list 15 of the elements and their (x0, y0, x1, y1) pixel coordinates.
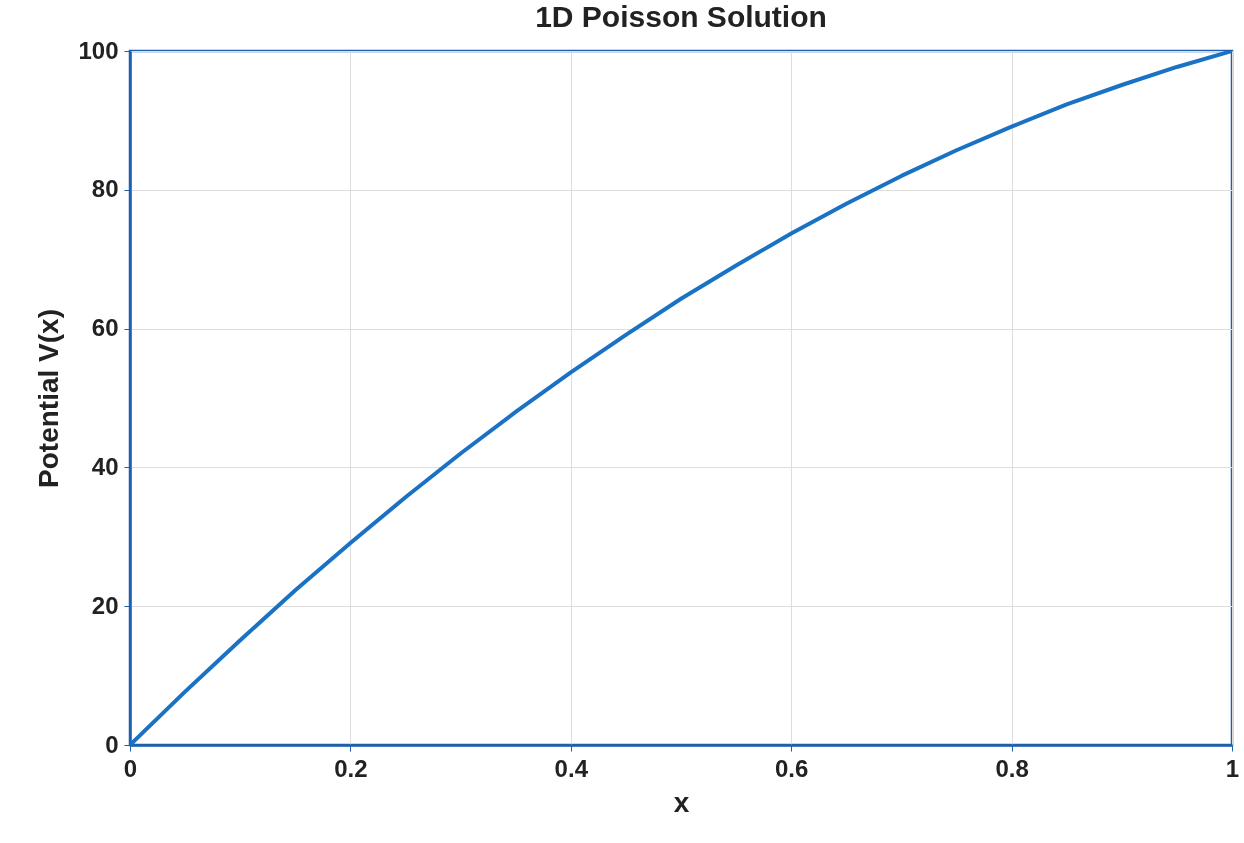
y-tick-label: 60 (91, 314, 119, 342)
x-tick-label: 0.8 (995, 754, 1029, 782)
y-tick-label: 40 (91, 452, 119, 480)
x-tick-label: 0.4 (554, 754, 589, 782)
y-tick-label: 100 (78, 36, 119, 64)
y-tick-label: 80 (91, 175, 119, 203)
x-axis-title: x (673, 786, 690, 818)
x-tick-label: 0.2 (334, 754, 368, 782)
y-axis-title: Potential V(x) (33, 309, 65, 488)
y-tick-label: 0 (105, 730, 119, 758)
x-tick-label: 1 (1225, 754, 1240, 782)
chart-title: 1D Poisson Solution (535, 0, 827, 33)
x-tick-label: 0.6 (775, 754, 809, 782)
x-tick-label: 0 (123, 754, 138, 782)
y-tick-label: 20 (91, 591, 119, 619)
